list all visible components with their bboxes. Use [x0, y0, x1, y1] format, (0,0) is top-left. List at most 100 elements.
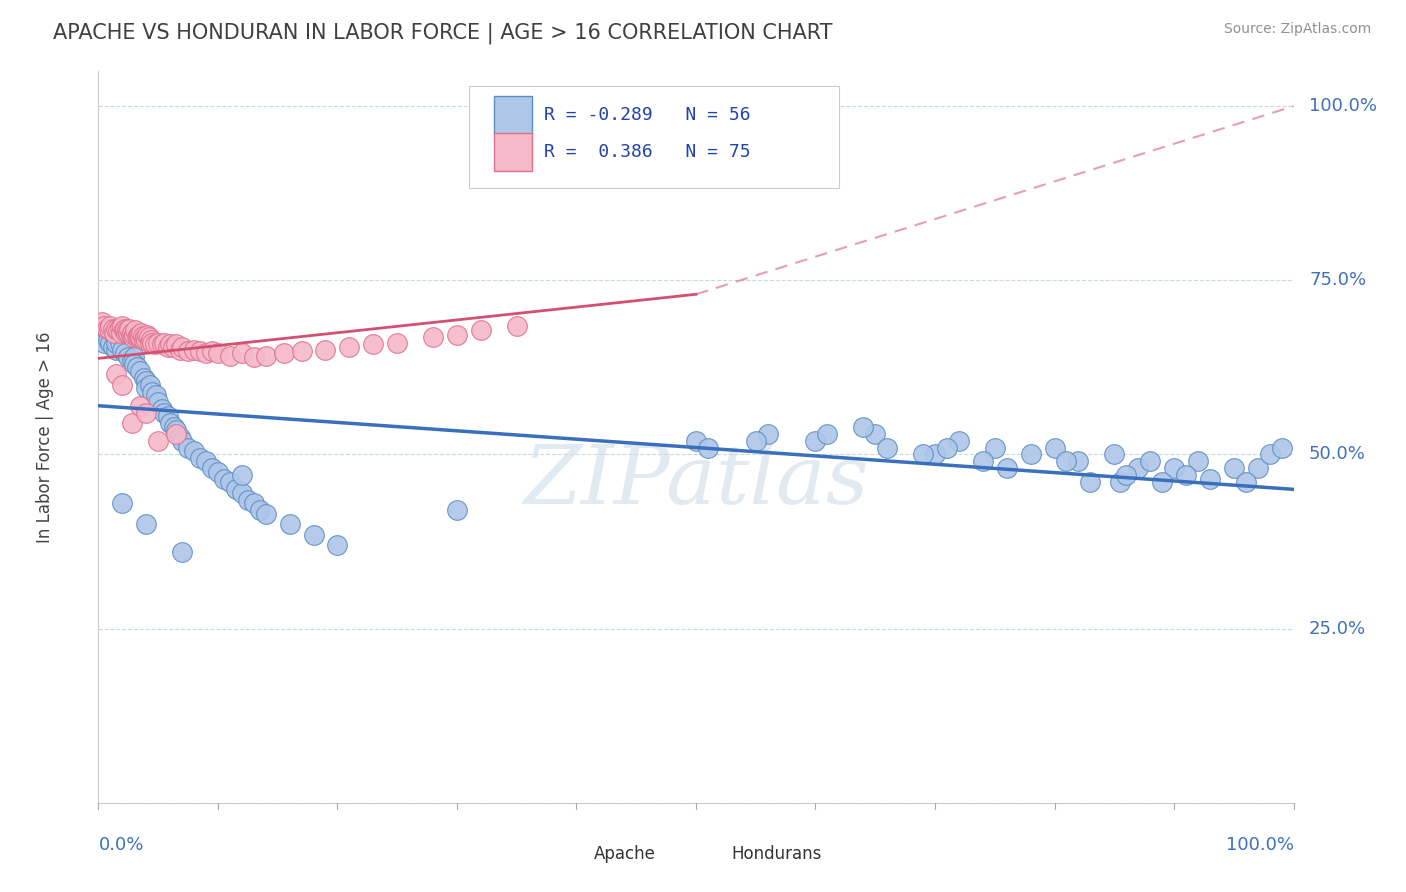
Point	[1080, 475, 1102, 490]
Point	[124, 324, 146, 338]
Point	[165, 423, 187, 437]
Point	[156, 339, 179, 353]
Point	[172, 339, 194, 353]
Point	[852, 419, 875, 434]
Point	[1139, 454, 1161, 468]
Point	[201, 461, 224, 475]
Point	[243, 350, 266, 364]
Text: R = -0.289   N = 56: R = -0.289 N = 56	[544, 106, 751, 124]
Point	[132, 333, 155, 347]
Point	[96, 322, 118, 336]
Text: Apache: Apache	[593, 845, 655, 863]
Point	[446, 327, 468, 342]
Point	[207, 346, 229, 360]
Point	[98, 336, 122, 351]
FancyBboxPatch shape	[688, 841, 718, 870]
Point	[156, 409, 179, 424]
Point	[1199, 472, 1222, 486]
Point	[124, 327, 146, 342]
Point	[107, 324, 129, 338]
Text: 100.0%: 100.0%	[1226, 836, 1294, 854]
Point	[273, 346, 295, 360]
Point	[135, 333, 157, 347]
Point	[125, 360, 148, 375]
Point	[163, 419, 186, 434]
Point	[1175, 468, 1198, 483]
Point	[1056, 454, 1078, 468]
Point	[134, 330, 156, 344]
Point	[172, 434, 194, 448]
Point	[91, 315, 114, 329]
FancyBboxPatch shape	[494, 133, 533, 171]
Text: 100.0%: 100.0%	[1309, 97, 1376, 115]
Text: 0.0%: 0.0%	[98, 836, 143, 854]
Point	[141, 384, 163, 399]
Point	[108, 336, 131, 351]
Point	[207, 465, 229, 479]
Point	[141, 336, 163, 351]
Point	[135, 375, 157, 389]
Point	[150, 402, 173, 417]
Point	[972, 454, 994, 468]
Point	[139, 377, 162, 392]
Point	[212, 472, 235, 486]
Point	[1152, 475, 1174, 490]
Point	[249, 503, 271, 517]
Point	[138, 330, 160, 344]
Point	[101, 339, 124, 353]
Point	[98, 322, 121, 336]
Point	[339, 339, 361, 353]
Point	[114, 322, 136, 336]
Point	[1271, 441, 1294, 455]
Point	[128, 327, 150, 342]
Point	[97, 333, 120, 347]
Point	[114, 346, 136, 360]
Point	[1223, 461, 1246, 475]
Point	[111, 377, 134, 392]
Point	[129, 330, 152, 344]
Point	[302, 527, 325, 541]
Point	[326, 538, 349, 552]
Point	[936, 441, 959, 455]
Point	[135, 406, 157, 420]
Point	[115, 324, 138, 338]
Point	[111, 343, 134, 357]
Point	[124, 350, 146, 364]
Point	[124, 357, 146, 371]
Point	[219, 349, 242, 363]
Point	[422, 330, 444, 344]
Point	[93, 318, 115, 333]
Point	[118, 322, 141, 336]
Point	[219, 475, 242, 490]
FancyBboxPatch shape	[470, 86, 839, 188]
Text: 25.0%: 25.0%	[1309, 620, 1367, 638]
Point	[231, 485, 253, 500]
Point	[110, 326, 132, 340]
Text: R =  0.386   N = 75: R = 0.386 N = 75	[544, 143, 751, 161]
Point	[1043, 441, 1066, 455]
Point	[139, 333, 162, 347]
Text: 50.0%: 50.0%	[1309, 445, 1367, 464]
Point	[254, 349, 277, 363]
Point	[1258, 448, 1281, 462]
FancyBboxPatch shape	[550, 841, 582, 870]
Point	[201, 344, 224, 359]
Point	[195, 454, 218, 468]
Point	[108, 320, 131, 334]
Point	[125, 330, 148, 344]
Point	[132, 371, 155, 385]
Point	[924, 448, 946, 462]
Point	[121, 326, 143, 340]
Point	[121, 416, 143, 430]
Point	[1163, 461, 1185, 475]
Point	[225, 483, 247, 497]
Point	[254, 507, 277, 521]
Text: APACHE VS HONDURAN IN LABOR FORCE | AGE > 16 CORRELATION CHART: APACHE VS HONDURAN IN LABOR FORCE | AGE …	[53, 22, 832, 44]
Point	[1247, 461, 1270, 475]
Point	[122, 330, 145, 344]
Point	[188, 344, 211, 359]
Point	[446, 503, 468, 517]
Point	[911, 448, 934, 462]
FancyBboxPatch shape	[494, 96, 533, 135]
Point	[984, 441, 1007, 455]
